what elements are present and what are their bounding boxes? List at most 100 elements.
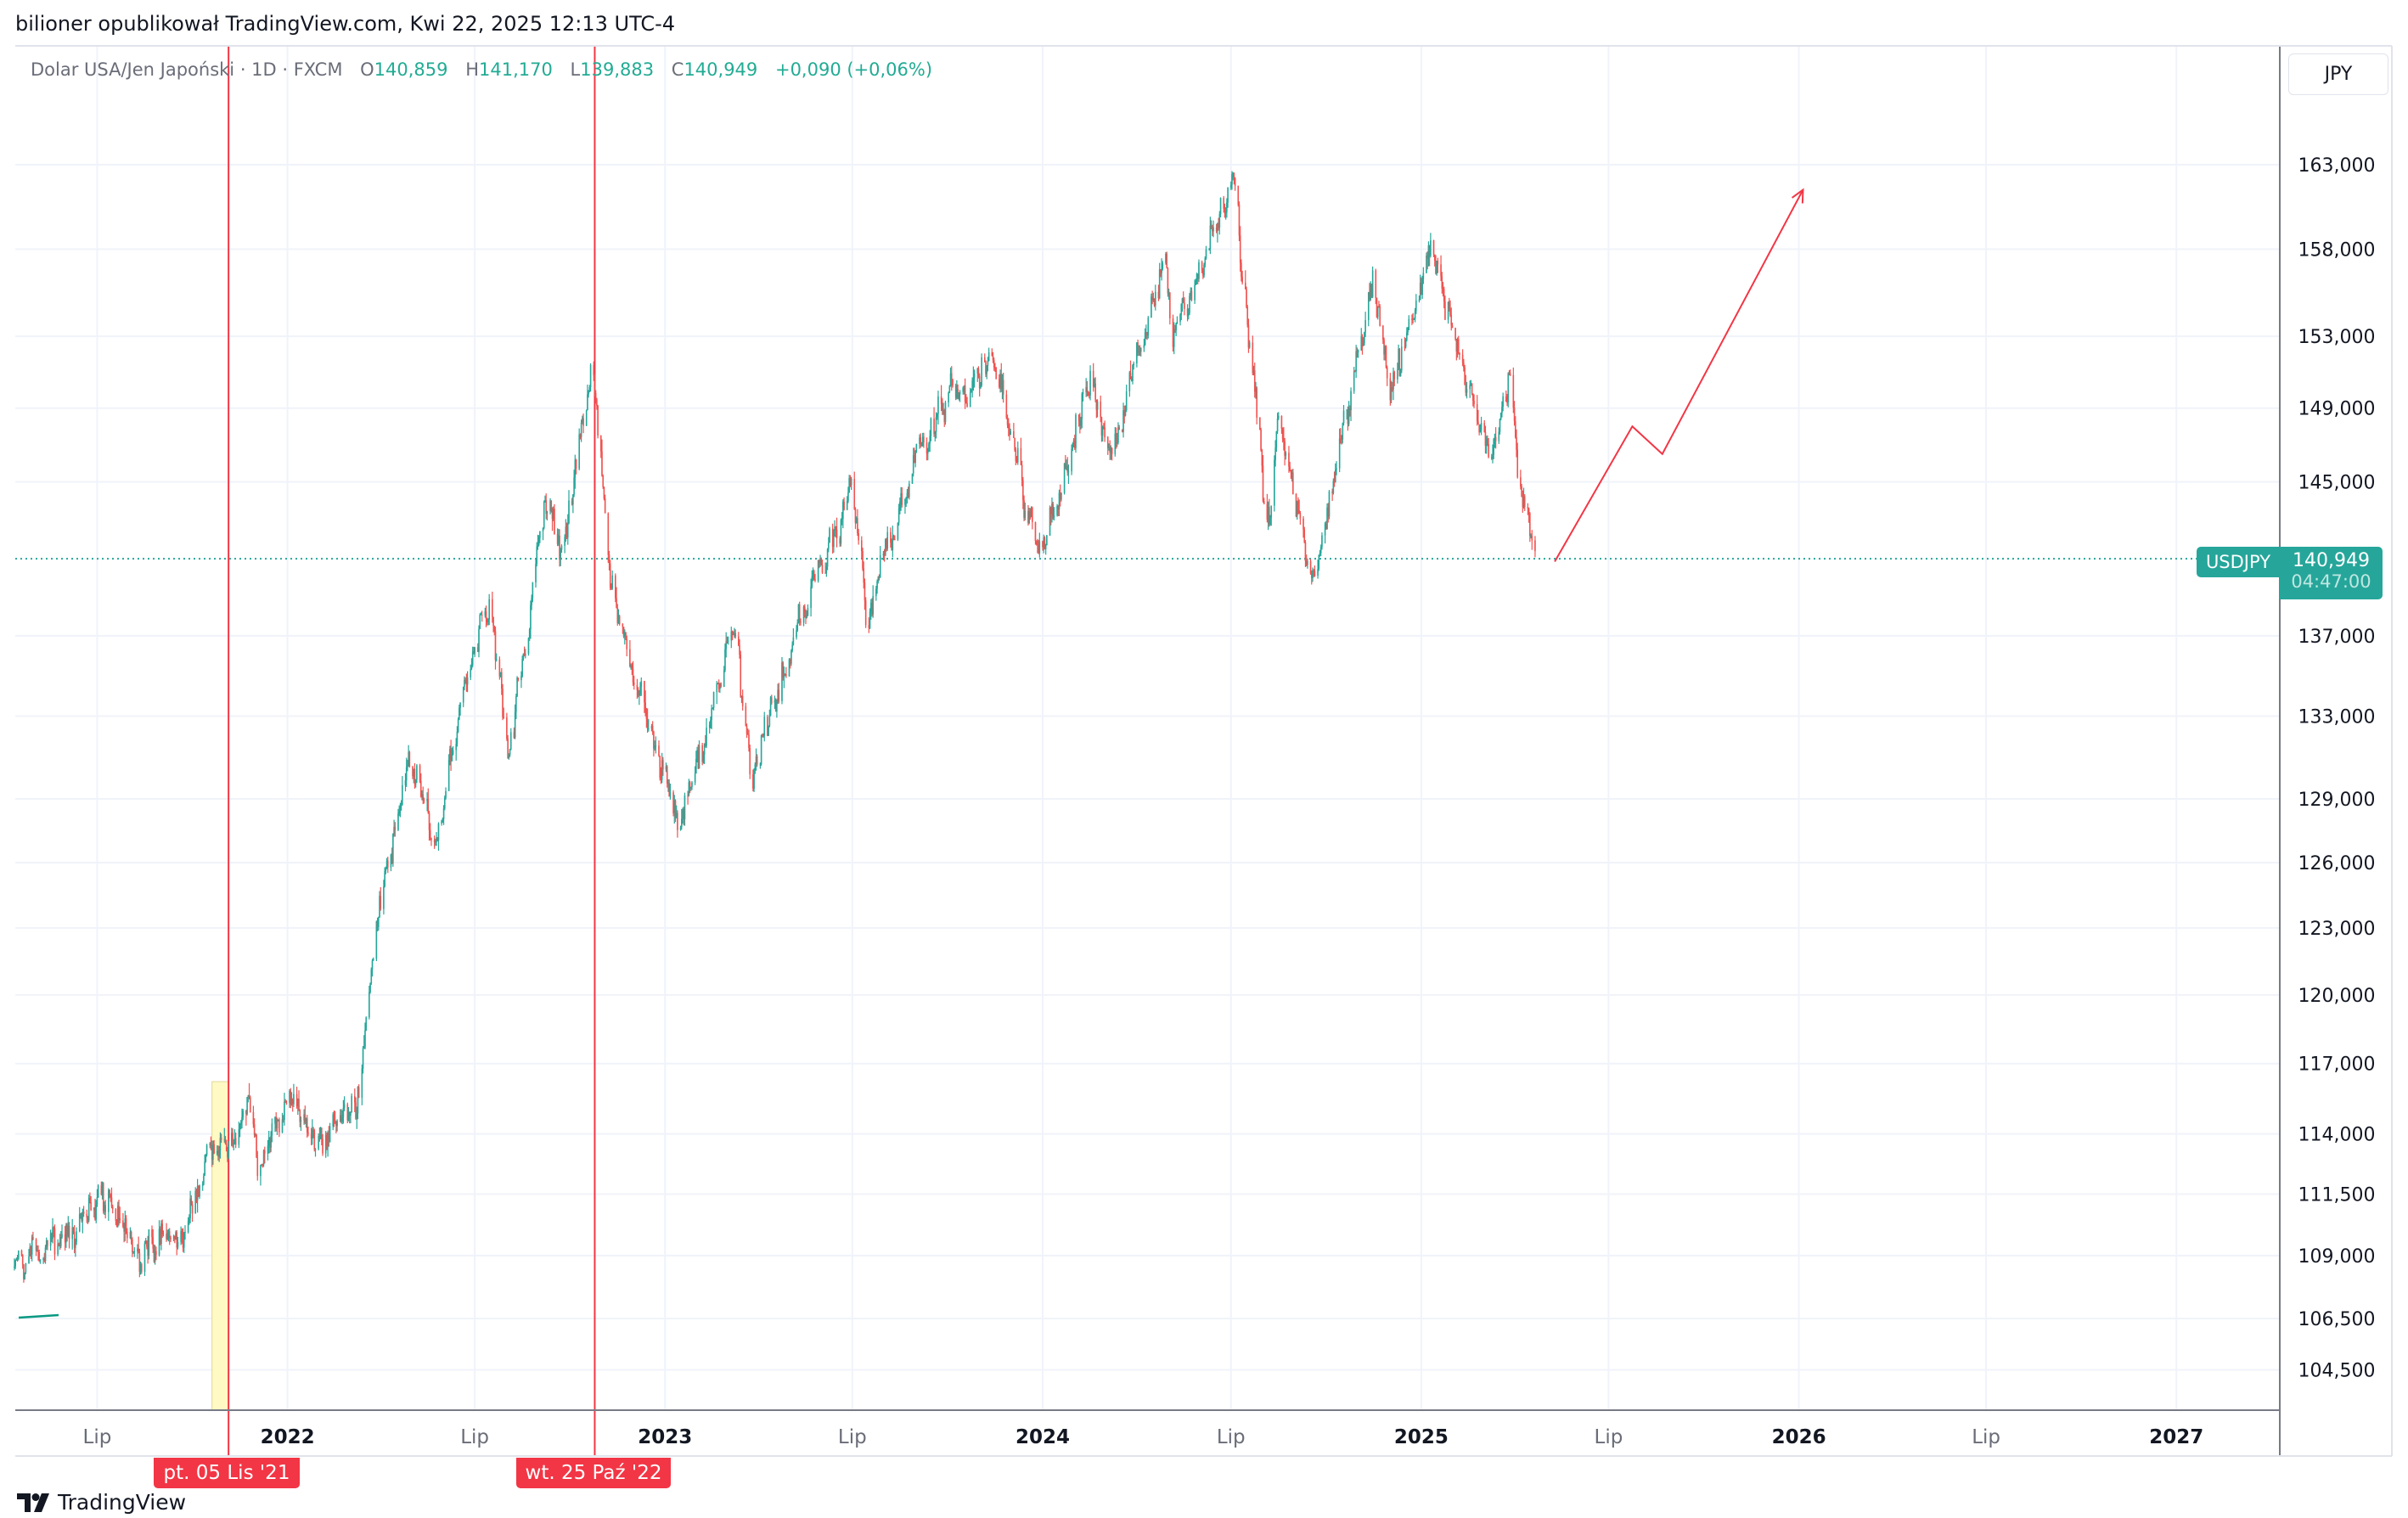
candle xyxy=(462,686,464,707)
candle xyxy=(184,1225,186,1240)
candle xyxy=(1260,427,1262,452)
candle xyxy=(21,1254,24,1269)
candle xyxy=(1087,391,1089,396)
candle-body xyxy=(298,1099,300,1110)
candle-body xyxy=(651,726,654,732)
candle-body xyxy=(1520,477,1522,486)
candle xyxy=(502,683,504,721)
candle-body xyxy=(1414,311,1416,319)
candle xyxy=(1161,258,1162,281)
candle xyxy=(365,1016,368,1032)
candle-body xyxy=(741,695,744,706)
candle-body xyxy=(580,422,582,437)
candle xyxy=(1437,257,1439,273)
candle xyxy=(75,1238,76,1257)
candle xyxy=(419,763,421,784)
candle-body xyxy=(478,628,480,652)
candle xyxy=(1044,536,1046,550)
candle xyxy=(1067,464,1070,484)
tradingview-logo[interactable]: TradingView xyxy=(17,1491,186,1515)
candle-body xyxy=(768,726,769,736)
candle xyxy=(376,917,379,932)
candle xyxy=(1347,401,1350,427)
currency-button[interactable]: JPY xyxy=(2288,53,2388,95)
candle xyxy=(422,786,425,805)
candle-body xyxy=(195,1190,198,1200)
candle xyxy=(141,1262,143,1274)
candle-body xyxy=(1324,523,1326,536)
candle xyxy=(909,481,910,500)
candle xyxy=(964,378,966,409)
candle xyxy=(278,1117,280,1138)
candle-body xyxy=(261,1164,262,1166)
candle-body xyxy=(623,632,626,637)
candle xyxy=(1169,291,1171,325)
candle-body xyxy=(1384,346,1387,355)
candle-body xyxy=(361,1068,363,1099)
candle-body xyxy=(703,743,706,756)
candle xyxy=(971,377,973,398)
candle xyxy=(629,639,631,668)
candle-body xyxy=(1411,318,1413,320)
candle-body xyxy=(1386,367,1388,379)
candle-body xyxy=(1186,308,1189,317)
candle-body xyxy=(539,531,541,538)
candle xyxy=(466,671,469,693)
candle-body xyxy=(255,1134,256,1136)
candle xyxy=(631,662,633,675)
candle xyxy=(355,1097,357,1120)
time-axis[interactable]: Lip 2022 Lip 2023 Lip 2024 Lip 2025 Lip 2026 Lip 20… xyxy=(83,1426,2204,1448)
candle-body xyxy=(1108,447,1110,448)
candle xyxy=(351,1093,352,1113)
candle-body xyxy=(1035,541,1038,545)
candle-body xyxy=(223,1138,226,1140)
candle-body xyxy=(644,681,645,703)
candle-body xyxy=(1397,369,1398,380)
candle xyxy=(245,1110,247,1126)
candle-body xyxy=(264,1150,266,1154)
candle xyxy=(399,802,402,818)
candle-body xyxy=(51,1233,53,1240)
candle-body xyxy=(981,357,982,386)
candle xyxy=(1100,395,1102,423)
price-axis[interactable]: 163,000158,000153,000149,000145,000137,0… xyxy=(2298,155,2376,1381)
candle-body xyxy=(1307,560,1308,565)
candle xyxy=(572,493,574,514)
candle-body xyxy=(829,528,830,543)
candle xyxy=(800,618,802,626)
candle-body xyxy=(15,1257,18,1261)
candle xyxy=(1227,187,1229,208)
candle-body xyxy=(480,614,482,616)
candle-body xyxy=(365,1017,368,1031)
candle xyxy=(537,534,539,550)
candle-body xyxy=(1398,348,1399,370)
candle xyxy=(782,661,784,681)
candle-body xyxy=(205,1155,207,1162)
candle xyxy=(281,1112,284,1133)
candle-body xyxy=(1325,523,1327,530)
candle xyxy=(318,1133,319,1151)
candle xyxy=(552,506,554,521)
price-tick-label: 133,000 xyxy=(2298,706,2376,728)
candle xyxy=(71,1218,73,1250)
candle xyxy=(607,512,610,563)
candle xyxy=(1392,367,1394,401)
candle xyxy=(849,475,852,487)
symbol-legend: Dolar USA/Jen Japoński · 1D · FXCM O140,… xyxy=(31,59,933,80)
candle-body xyxy=(1371,270,1374,297)
candle-body xyxy=(732,634,734,636)
candle-body xyxy=(964,385,966,402)
candle-body xyxy=(897,508,900,523)
candle-body xyxy=(1146,332,1148,336)
candle xyxy=(1006,414,1009,429)
candle-body xyxy=(1283,438,1285,441)
candle-body xyxy=(1023,500,1025,518)
candle xyxy=(748,729,750,752)
candle xyxy=(507,734,509,759)
candle-body xyxy=(1298,510,1300,514)
candle xyxy=(536,542,538,567)
candle-body xyxy=(768,715,771,727)
candle xyxy=(1194,279,1196,304)
candle-body xyxy=(1499,419,1501,432)
